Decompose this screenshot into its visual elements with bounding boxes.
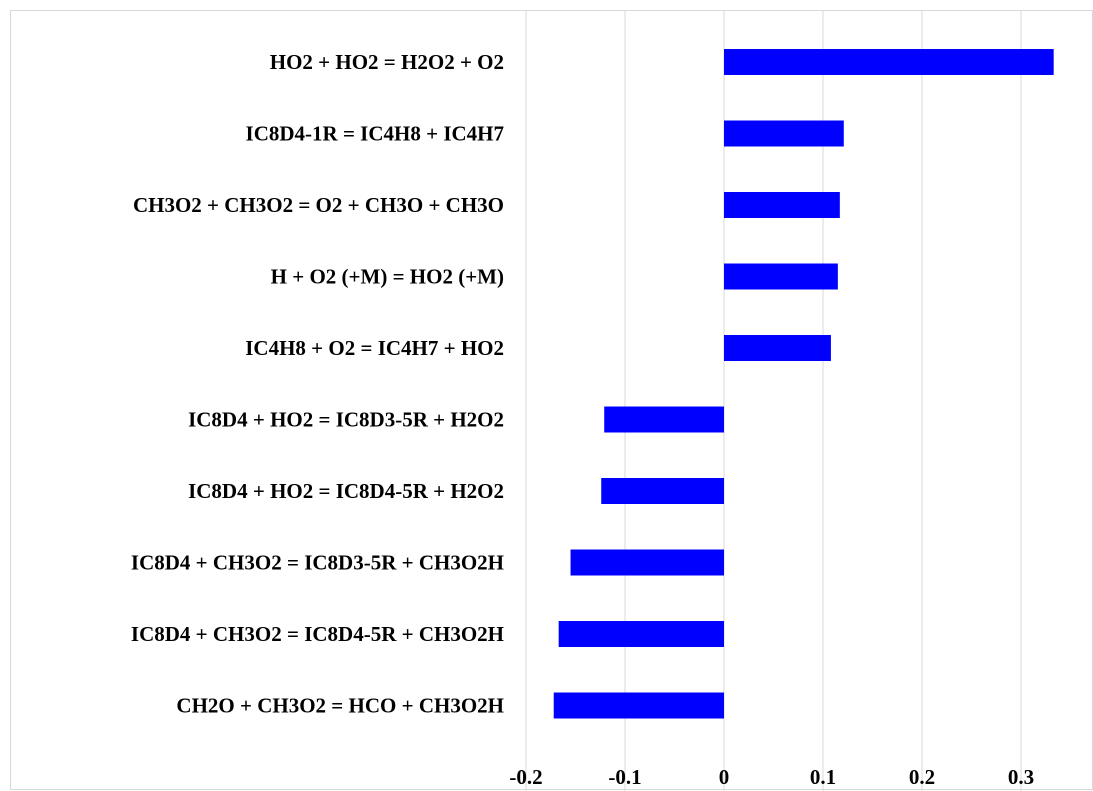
bar — [558, 621, 724, 647]
category-labels: HO2 + HO2 = H2O2 + O2 IC8D4-1R = IC4H8 + … — [131, 50, 504, 718]
sensitivity-bar-chart: HO2 + HO2 = H2O2 + O2 IC8D4-1R = IC4H8 + … — [131, 11, 1054, 791]
x-tick-labels: -0.2 -0.1 0 0.1 0.2 0.3 — [509, 765, 1034, 789]
bars — [553, 49, 1054, 719]
category-label: CH3O2 + CH3O2 = O2 + CH3O + CH3O — [133, 193, 504, 217]
x-tick-label: 0 — [719, 765, 730, 789]
category-label: IC8D4 + CH3O2 = IC8D4-5R + CH3O2H — [131, 622, 504, 646]
bar — [570, 549, 724, 576]
x-tick-label: -0.1 — [608, 765, 641, 789]
category-label: CH2O + CH3O2 = HCO + CH3O2H — [176, 694, 504, 718]
bar — [724, 335, 831, 361]
category-label: HO2 + HO2 = H2O2 + O2 — [270, 50, 504, 74]
x-tick-label: 0.1 — [810, 765, 836, 789]
bar — [724, 192, 840, 218]
bar — [601, 478, 724, 504]
bar — [724, 49, 1054, 75]
bar — [724, 120, 844, 147]
category-label: IC8D4-1R = IC4H8 + IC4H7 — [246, 122, 504, 146]
category-label: IC8D4 + HO2 = IC8D4-5R + H2O2 — [188, 479, 504, 503]
bar — [553, 692, 724, 719]
bar — [724, 263, 838, 290]
category-label: IC4H8 + O2 = IC4H7 + HO2 — [245, 336, 504, 360]
category-label: H + O2 (+M) = HO2 (+M) — [271, 265, 504, 289]
chart-frame: HO2 + HO2 = H2O2 + O2 IC8D4-1R = IC4H8 + … — [10, 10, 1093, 791]
bar — [604, 406, 724, 433]
category-label: IC8D4 + CH3O2 = IC8D3-5R + CH3O2H — [131, 551, 504, 575]
x-tick-label: -0.2 — [509, 765, 542, 789]
category-label: IC8D4 + HO2 = IC8D3-5R + H2O2 — [188, 408, 504, 432]
x-tick-label: 0.2 — [909, 765, 935, 789]
x-tick-label: 0.3 — [1008, 765, 1034, 789]
